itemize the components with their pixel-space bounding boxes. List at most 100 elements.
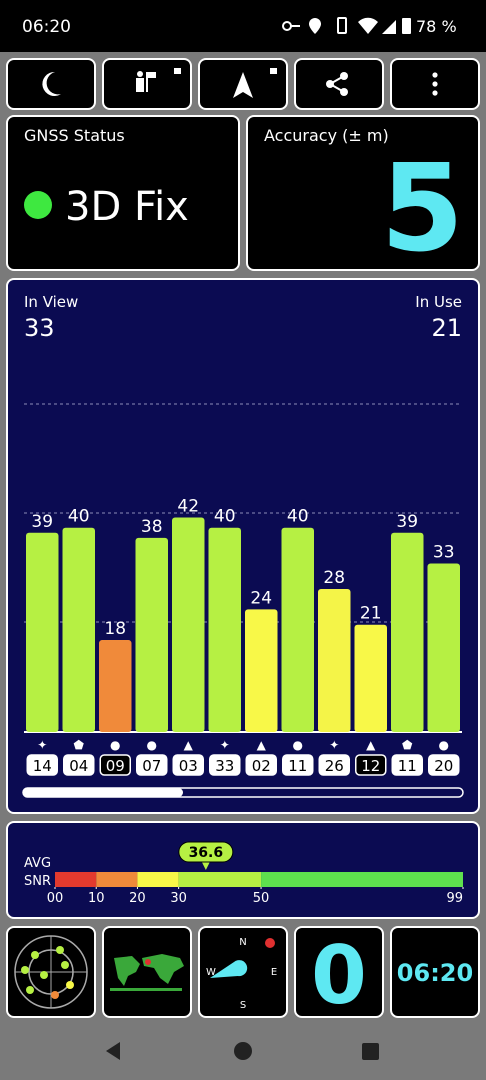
night-mode-button[interactable]	[6, 58, 96, 110]
constellation-symbol: ▲	[257, 738, 267, 752]
status-time: 06:20	[22, 17, 71, 37]
gnss-status-label: GNSS Status	[24, 126, 125, 145]
bottom-tiles	[6, 926, 480, 1018]
avg-value: 36.6	[189, 845, 224, 861]
prn-label: 04	[69, 757, 88, 775]
share-button[interactable]	[294, 58, 384, 110]
clock-tile[interactable]	[390, 926, 480, 1018]
status-icons	[282, 17, 411, 34]
prn-box	[26, 754, 58, 776]
constellation-symbol: ●	[293, 738, 303, 752]
snr-value: 21	[360, 604, 382, 624]
x-tick-label: 99	[446, 891, 463, 906]
snr-value: 18	[104, 619, 126, 639]
gnss-status-tile	[6, 115, 240, 271]
prn-label: 33	[215, 757, 234, 775]
accuracy-value: 5	[381, 140, 465, 279]
avg-label: AVG	[24, 856, 51, 871]
avg-marker	[201, 862, 210, 870]
snr-bar	[62, 527, 95, 732]
chart-grid	[24, 403, 462, 623]
snr-bar	[135, 537, 168, 732]
gnss-status-value: 3D Fix	[65, 184, 189, 230]
toolbar-icons	[42, 68, 438, 98]
snr-scale: 00 10 20 30 50 99 36.6	[47, 841, 464, 906]
prn-box	[428, 754, 460, 776]
snr-scale-segment	[137, 872, 179, 887]
constellation-symbol: ●	[147, 738, 157, 752]
prn-box	[391, 754, 423, 776]
prn-box	[209, 754, 241, 776]
snr-label: SNR	[24, 874, 51, 889]
count-tile[interactable]	[294, 926, 384, 1018]
snr-bar	[281, 527, 314, 732]
snr-value: 39	[31, 512, 53, 532]
count-value: 0	[311, 929, 367, 1022]
in-view-label: In View	[24, 293, 78, 311]
bars: 39 ✦ 14 40 ⬟ 04 18 ● 09 38 ● 07 42 ▲ 03 40 ✦ 33 24 ▲ 02 40 ● 11…	[26, 496, 460, 776]
snr-scale-segment	[55, 872, 97, 887]
prn-box	[282, 754, 314, 776]
snr-value: 24	[250, 588, 272, 608]
prn-label: 11	[398, 757, 417, 775]
battery-text: 78 %	[416, 17, 457, 36]
in-use-value: 21	[431, 314, 462, 342]
snr-value: 28	[323, 568, 345, 588]
snr-value: 40	[214, 507, 236, 527]
x-tick-label: 20	[129, 891, 146, 906]
constellation-symbol: ●	[439, 738, 449, 752]
snr-bar	[391, 532, 424, 732]
prn-box	[245, 754, 277, 776]
snr-bar	[318, 588, 351, 732]
prn-box	[136, 754, 168, 776]
snr-bar	[208, 527, 241, 732]
constellation-symbol: ✦	[220, 738, 230, 752]
svg-text:N: N	[239, 937, 246, 948]
prn-label: 20	[434, 757, 453, 775]
nav-back[interactable]	[106, 1042, 120, 1060]
prn-label: 07	[142, 757, 161, 775]
snr-bar	[172, 517, 205, 732]
prn-label: 09	[106, 757, 125, 775]
snr-panel	[6, 821, 480, 919]
x-tick-label: 30	[170, 891, 187, 906]
x-tick-label: 50	[253, 891, 270, 906]
accuracy-tile	[246, 115, 480, 271]
snr-bar	[26, 532, 59, 732]
x-tick-label: 10	[88, 891, 105, 906]
constellation-symbol: ●	[110, 738, 120, 752]
scrollbar-thumb[interactable]	[23, 788, 183, 797]
prn-label: 14	[33, 757, 52, 775]
avg-badge	[178, 841, 234, 863]
snr-value: 39	[396, 512, 418, 532]
snr-bar	[427, 563, 460, 732]
x-tick-label: 00	[47, 891, 64, 906]
snr-bar	[354, 624, 387, 732]
prn-box	[355, 754, 387, 776]
constellation-symbol: ▲	[366, 738, 376, 752]
prn-label: 11	[288, 757, 307, 775]
prn-label: 26	[325, 757, 344, 775]
nav-home[interactable]	[234, 1042, 252, 1060]
svg-text:E: E	[271, 967, 277, 978]
world-map-icon	[110, 954, 184, 991]
snr-value: 33	[433, 542, 455, 562]
constellation-symbol: ⬟	[402, 738, 413, 752]
constellation-symbol: ✦	[329, 738, 339, 752]
snr-scale-segment	[96, 872, 138, 887]
map-tile[interactable]	[102, 926, 192, 1018]
status-bar	[0, 0, 486, 52]
nav-recents[interactable]	[362, 1043, 379, 1060]
constellation-symbol: ✦	[37, 738, 47, 752]
prn-label: 02	[252, 757, 271, 775]
prn-box	[172, 754, 204, 776]
in-view-value: 33	[24, 314, 55, 342]
prn-box	[99, 754, 131, 776]
prn-box	[63, 754, 95, 776]
constellation-symbol: ⬟	[74, 738, 85, 752]
snr-bar	[245, 609, 278, 732]
snr-value: 38	[141, 517, 163, 537]
snr-value: 40	[287, 507, 309, 527]
